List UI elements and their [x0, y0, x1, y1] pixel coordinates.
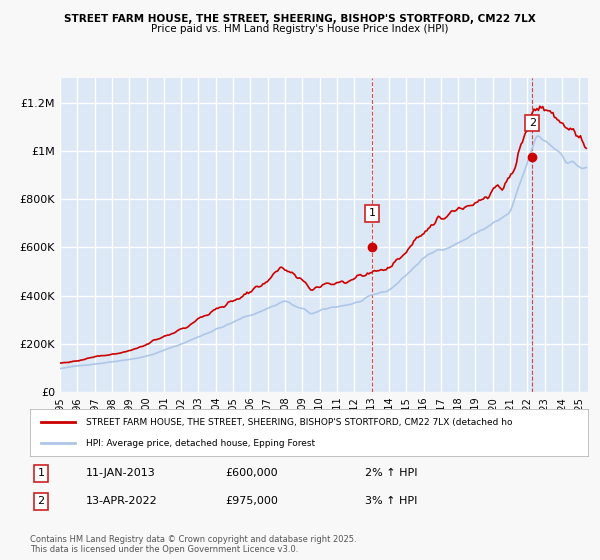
Text: 11-JAN-2013: 11-JAN-2013 — [86, 468, 155, 478]
Text: 13-APR-2022: 13-APR-2022 — [86, 496, 158, 506]
Text: £600,000: £600,000 — [226, 468, 278, 478]
Text: Price paid vs. HM Land Registry's House Price Index (HPI): Price paid vs. HM Land Registry's House … — [151, 24, 449, 34]
Text: £975,000: £975,000 — [226, 496, 278, 506]
Text: 3% ↑ HPI: 3% ↑ HPI — [365, 496, 417, 506]
Text: 2: 2 — [529, 118, 536, 128]
Text: STREET FARM HOUSE, THE STREET, SHEERING, BISHOP'S STORTFORD, CM22 7LX: STREET FARM HOUSE, THE STREET, SHEERING,… — [64, 14, 536, 24]
Text: Contains HM Land Registry data © Crown copyright and database right 2025.
This d: Contains HM Land Registry data © Crown c… — [30, 535, 356, 554]
Text: 1: 1 — [368, 208, 376, 218]
Text: 2: 2 — [38, 496, 45, 506]
Text: 1: 1 — [38, 468, 44, 478]
Text: HPI: Average price, detached house, Epping Forest: HPI: Average price, detached house, Eppi… — [86, 438, 315, 447]
Text: STREET FARM HOUSE, THE STREET, SHEERING, BISHOP'S STORTFORD, CM22 7LX (detached : STREET FARM HOUSE, THE STREET, SHEERING,… — [86, 418, 512, 427]
Text: 2% ↑ HPI: 2% ↑ HPI — [365, 468, 418, 478]
